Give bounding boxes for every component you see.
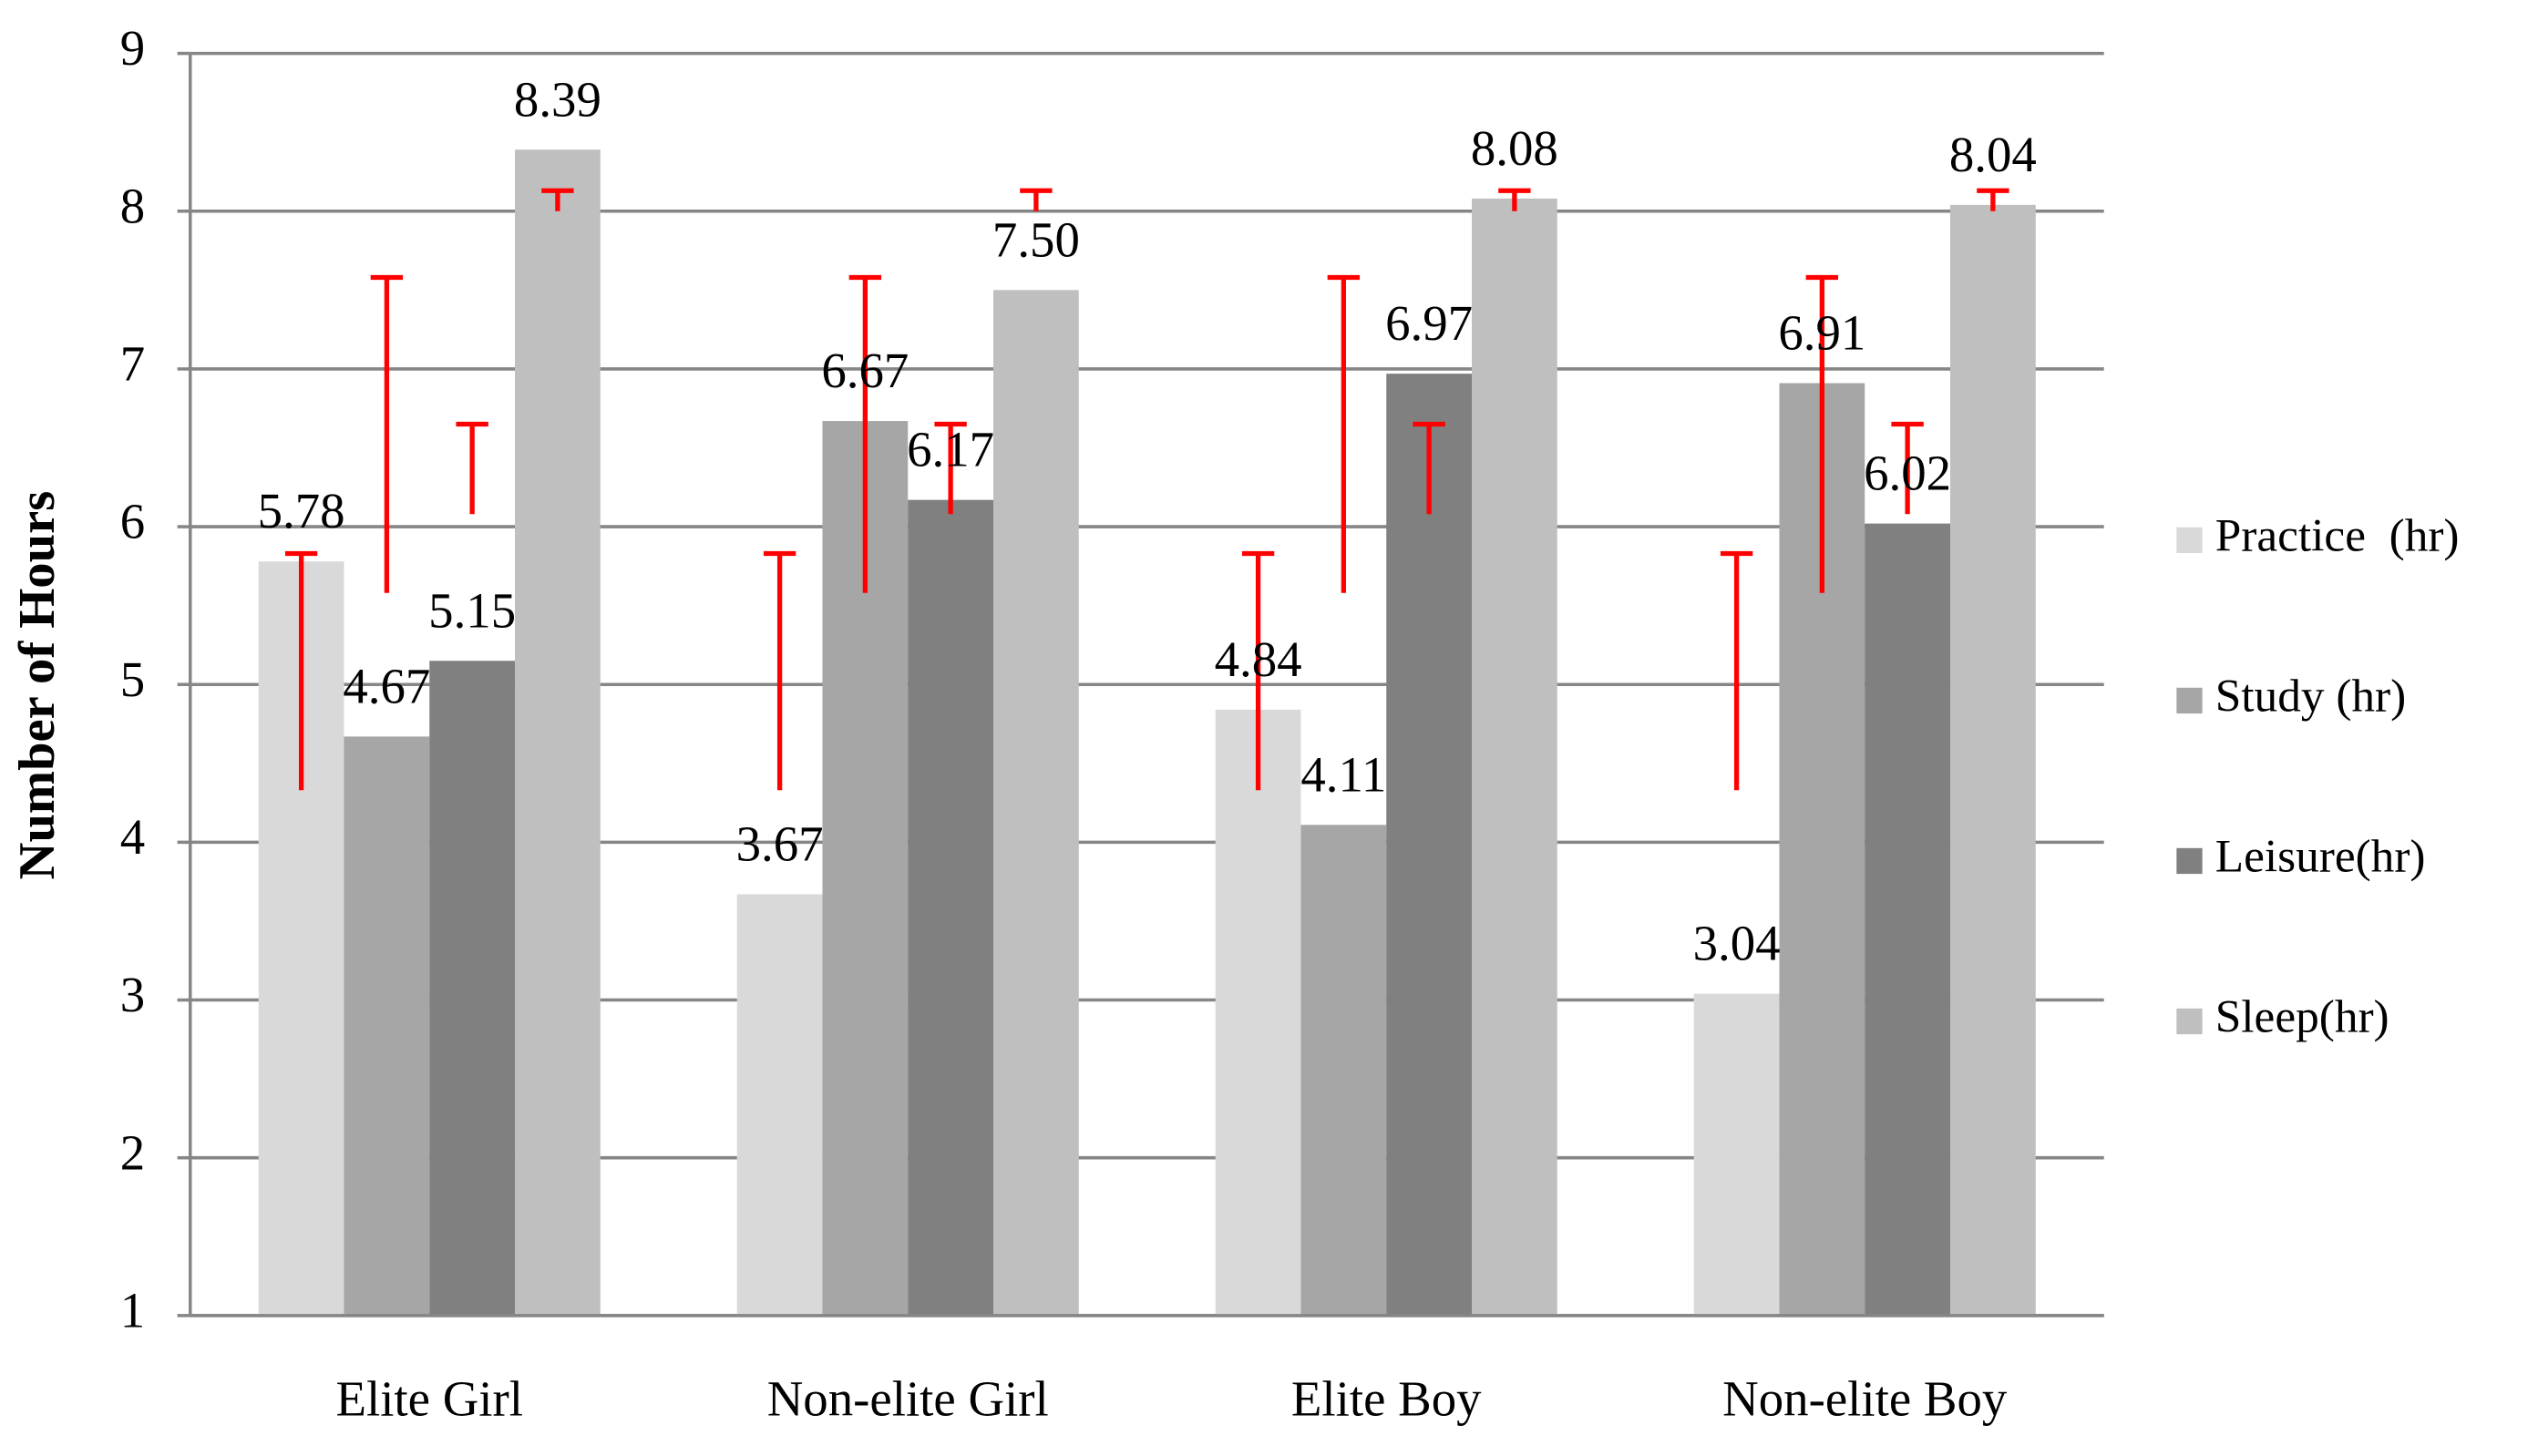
- bar: [1215, 709, 1301, 1316]
- data-label: 8.39: [514, 71, 601, 127]
- y-tick-label: 4: [120, 809, 145, 865]
- error-bar: [1498, 188, 1531, 211]
- bar: [1471, 198, 1557, 1316]
- legend-swatch: [2176, 527, 2203, 554]
- error-bar: [1327, 274, 1361, 593]
- data-label: 8.08: [1471, 120, 1558, 176]
- y-tick-label: 2: [120, 1124, 145, 1180]
- bar: [993, 290, 1079, 1316]
- data-label: 8.04: [1949, 127, 2037, 182]
- legend-label: Sleep(hr): [2215, 991, 2389, 1043]
- error-bar: [1241, 550, 1275, 791]
- x-tick-label: Elite Boy: [1291, 1371, 1482, 1427]
- legend-label: Study (hr): [2215, 671, 2406, 723]
- data-label: 6.97: [1385, 295, 1473, 351]
- y-tick-label: 5: [120, 651, 145, 707]
- bar: [736, 894, 823, 1316]
- legend-label: Leisure(hr): [2215, 831, 2426, 883]
- error-bar: [1977, 188, 2009, 211]
- bar: [515, 149, 601, 1316]
- bar: [1865, 523, 1950, 1316]
- y-tick-label: 3: [120, 967, 145, 1022]
- error-bar: [1720, 550, 1753, 791]
- y-tick-label: 6: [120, 494, 145, 549]
- bar: [1693, 993, 1780, 1316]
- data-label: 6.67: [821, 343, 909, 398]
- bar: [1949, 204, 2036, 1316]
- y-tick-label: 9: [120, 20, 145, 76]
- data-label: 5.78: [258, 483, 345, 538]
- data-label: 6.17: [907, 422, 994, 477]
- y-tick-label: 1: [120, 1282, 145, 1338]
- data-label: 7.50: [992, 211, 1080, 267]
- data-label: 3.04: [1693, 916, 1781, 971]
- data-label: 4.67: [343, 658, 430, 713]
- error-bar: [1805, 274, 1839, 593]
- data-label: 6.02: [1864, 446, 1951, 501]
- legend-swatch: [2176, 847, 2203, 875]
- error-bar: [456, 421, 488, 515]
- data-label: 5.15: [428, 582, 516, 638]
- x-tick-label: Non-elite Boy: [1722, 1371, 2008, 1427]
- legend-swatch: [2176, 1008, 2203, 1035]
- error-bar: [1891, 421, 1924, 515]
- data-label: 4.84: [1215, 631, 1302, 687]
- error-bar: [1020, 188, 1053, 211]
- error-bar: [763, 550, 796, 791]
- error-bar: [541, 188, 574, 211]
- x-tick-label: Non-elite Girl: [767, 1371, 1049, 1427]
- bar: [344, 736, 430, 1316]
- error-bar: [1413, 421, 1445, 515]
- legend-label: Practice (hr): [2215, 510, 2460, 562]
- x-tick-label: Elite Girl: [335, 1371, 523, 1427]
- error-bar: [370, 274, 404, 593]
- data-label: 6.91: [1778, 305, 1865, 361]
- legend-swatch: [2176, 687, 2203, 714]
- error-bar: [934, 421, 967, 515]
- bar: [1300, 825, 1387, 1316]
- y-axis-label: Number of Hours: [9, 491, 66, 880]
- bar: [908, 499, 994, 1316]
- bar: [429, 661, 516, 1316]
- y-tick-label: 8: [120, 178, 145, 233]
- data-label: 4.11: [1300, 746, 1386, 802]
- bar: [1386, 374, 1472, 1316]
- error-bar: [848, 274, 882, 593]
- y-tick-label: 7: [120, 336, 145, 392]
- data-label: 3.67: [736, 816, 824, 872]
- error-bar: [284, 550, 318, 791]
